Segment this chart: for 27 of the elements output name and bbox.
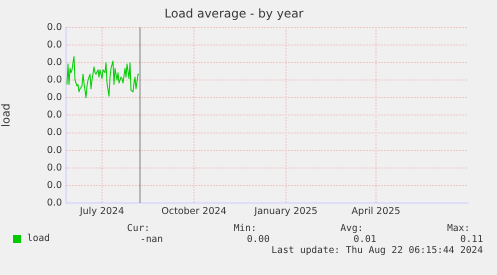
text: 0.0 [46,74,62,86]
text: 0.0 [46,197,62,208]
text: 0.0 [46,39,62,50]
text: Cur: [127,223,150,234]
x-tick-label: April 2025 [352,206,400,218]
x-tick-label: July 2024 [78,206,124,218]
text: Max: [447,223,470,234]
text: 0.0 [46,110,62,121]
text: -nan [140,234,163,245]
text: Min: [234,223,257,234]
text: 0.0 [46,127,62,138]
text: 0.00 [246,234,270,245]
text: 0.01 [354,234,376,245]
text: 0.11 [460,234,484,245]
y-axis-title: load [0,103,12,127]
text: Avg: [340,223,364,234]
x-tick-label: October 2024 [161,206,227,218]
text: 0.0 [46,144,62,156]
chart-title: Load average - by year [164,6,304,20]
text: 0.0 [46,22,62,33]
text: Last update: Thu Aug 22 06:15:44 2024 [271,245,483,256]
legend-label: load [27,233,50,244]
text: 0.0 [46,162,62,174]
text: 0.0 [46,180,62,191]
text: 0.0 [46,56,62,68]
text: 0.0 [46,92,62,104]
x-tick-label: January 2025 [253,206,318,218]
